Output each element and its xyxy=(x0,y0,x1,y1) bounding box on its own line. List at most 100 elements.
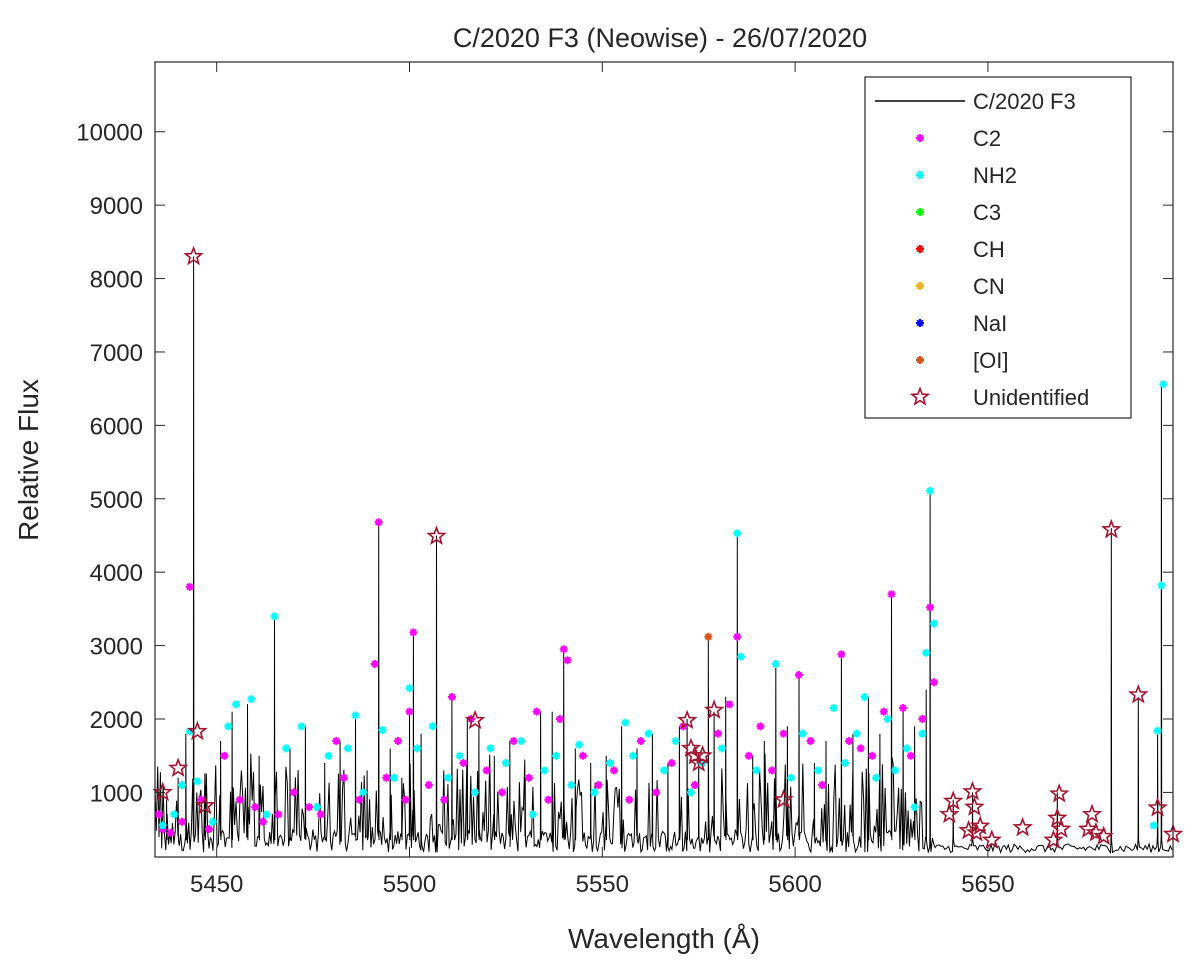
marker-nh2 xyxy=(752,766,761,775)
legend-entry-c-2020-f3: C/2020 F3 xyxy=(875,89,1076,114)
marker-c2 xyxy=(166,828,175,837)
marker-c2 xyxy=(459,759,468,768)
marker-c2 xyxy=(197,795,206,804)
marker-c2 xyxy=(332,737,341,746)
marker-nh2 xyxy=(208,817,217,826)
marker-unidentified xyxy=(464,709,486,730)
marker-c2 xyxy=(555,714,564,723)
marker-unidentified xyxy=(942,790,964,810)
legend-entry-oi: [OI] xyxy=(916,348,1008,373)
x-tick-label: 5600 xyxy=(768,871,821,898)
marker-nh2 xyxy=(1149,821,1158,830)
marker-unidentified xyxy=(1049,783,1070,803)
marker-nh2 xyxy=(262,810,271,819)
y-tick-label: 4000 xyxy=(90,560,143,587)
y-tick-label: 8000 xyxy=(90,267,143,294)
legend-entry-c3: C3 xyxy=(916,200,1001,225)
marker-unidentified xyxy=(194,794,216,815)
marker-nh2 xyxy=(193,777,202,786)
marker-nh2 xyxy=(918,729,927,738)
marker-c2 xyxy=(609,766,618,775)
marker-nh2 xyxy=(590,788,599,797)
marker-nh2 xyxy=(247,695,256,704)
marker-c2 xyxy=(779,729,788,738)
marker-nh2 xyxy=(428,722,437,731)
marker-nh2 xyxy=(852,729,861,738)
marker-c2 xyxy=(845,737,854,746)
marker-c2 xyxy=(744,751,753,760)
marker-nh2 xyxy=(324,751,333,760)
marker-unidentified xyxy=(969,815,991,835)
marker-nh2 xyxy=(359,788,368,797)
marker-c2 xyxy=(220,751,229,760)
marker-nh2 xyxy=(486,744,495,753)
marker-c2 xyxy=(733,632,742,641)
marker-nh2 xyxy=(575,740,584,749)
marker-c2 xyxy=(579,751,588,760)
legend-entry-nh2: NH2 xyxy=(916,163,1017,188)
legend-label: CH xyxy=(973,237,1005,262)
legend-swatch xyxy=(916,319,924,327)
y-tick-label: 9000 xyxy=(90,193,143,220)
legend-swatch xyxy=(916,282,924,290)
legend-label: C2 xyxy=(973,126,1001,151)
marker-c2 xyxy=(725,700,734,709)
marker-c2 xyxy=(204,825,213,834)
y-axis: 1000 2000 3000 4000 5000 6000 7000 8000 9000 1000… xyxy=(76,120,1173,807)
marker-c2 xyxy=(667,759,676,768)
marker-c2 xyxy=(690,781,699,790)
marker-c2 xyxy=(393,737,402,746)
marker-c2 xyxy=(482,766,491,775)
marker-nh2 xyxy=(733,529,742,538)
marker-nh2 xyxy=(185,727,194,736)
marker-c2 xyxy=(594,781,603,790)
marker-nh2 xyxy=(787,773,796,782)
marker-unidentified xyxy=(964,796,985,816)
marker-unidentified xyxy=(152,781,173,802)
marker-c2 xyxy=(818,781,827,790)
marker-nh2 xyxy=(686,788,695,797)
marker-nh2 xyxy=(501,759,510,768)
marker-c2 xyxy=(251,803,260,812)
marker-c2 xyxy=(625,795,634,804)
series-nh2 xyxy=(158,380,1168,830)
marker-c2 xyxy=(509,737,518,746)
marker-c2 xyxy=(767,766,776,775)
marker-unidentified xyxy=(167,757,189,777)
y-axis-label: Relative Flux xyxy=(13,379,44,541)
marker-c2 xyxy=(374,518,383,527)
marker-c2 xyxy=(409,628,418,637)
marker-nh2 xyxy=(297,722,306,731)
marker-unidentified xyxy=(1012,816,1033,837)
marker-c2 xyxy=(467,714,476,723)
marker-c2 xyxy=(177,817,186,826)
marker-c2 xyxy=(868,751,877,760)
legend-entry-ch: CH xyxy=(916,237,1005,262)
marker-unidentified xyxy=(680,737,702,758)
marker-nh2 xyxy=(405,684,414,693)
marker-unidentified xyxy=(692,744,713,765)
marker-nh2 xyxy=(891,766,900,775)
legend-swatch xyxy=(916,134,924,142)
marker-nh2 xyxy=(351,711,360,720)
marker-c2 xyxy=(447,692,456,701)
marker-nh2 xyxy=(540,766,549,775)
marker-nh2 xyxy=(814,766,823,775)
marker-nh2 xyxy=(883,714,892,723)
marker-c2 xyxy=(525,773,534,782)
marker-nh2 xyxy=(517,737,526,746)
marker-c2 xyxy=(887,590,896,599)
marker-unidentified xyxy=(426,525,447,545)
marker-unidentified xyxy=(1081,803,1103,824)
legend-swatch xyxy=(916,245,924,253)
marker-c2 xyxy=(154,810,163,819)
marker-c2 xyxy=(185,582,194,591)
marker-c2 xyxy=(906,751,915,760)
marker-nh2 xyxy=(910,803,919,812)
marker-nh2 xyxy=(798,729,807,738)
marker-unidentified xyxy=(703,699,725,719)
marker-unidentified xyxy=(966,822,987,842)
marker-unidentified xyxy=(1050,818,1072,838)
y-tick-label: 3000 xyxy=(90,634,143,661)
